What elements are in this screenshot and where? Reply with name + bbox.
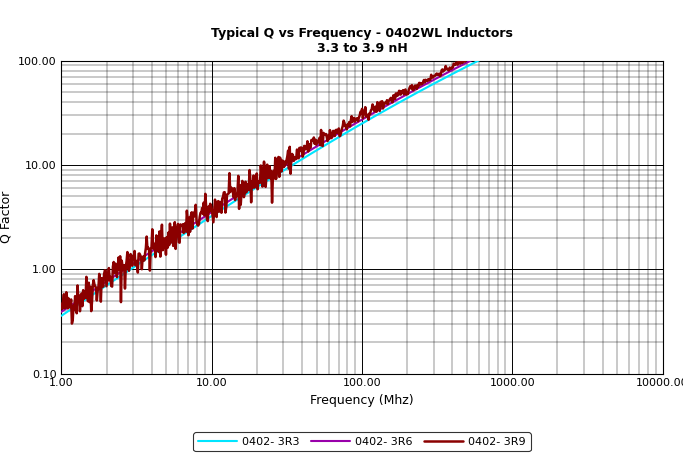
Title: Typical Q vs Frequency - 0402WL Inductors
3.3 to 3.9 nH: Typical Q vs Frequency - 0402WL Inductor… bbox=[211, 28, 513, 56]
X-axis label: Frequency (Mhz): Frequency (Mhz) bbox=[310, 394, 414, 407]
0402- 3R9 bbox=[276, 155, 284, 161]
Line: 0402- 3R3: 0402- 3R3 bbox=[61, 29, 543, 316]
0402- 3R3 bbox=[275, 170, 283, 176]
0402- 3R6 bbox=[142, 252, 150, 258]
0402- 3R3 bbox=[57, 313, 66, 318]
0402- 3R3 bbox=[181, 230, 189, 236]
0402- 3R3 bbox=[539, 27, 547, 32]
0402- 3R6 bbox=[273, 168, 281, 173]
0402- 3R6 bbox=[180, 227, 189, 233]
Line: 0402- 3R6: 0402- 3R6 bbox=[61, 28, 539, 312]
0402- 3R9 bbox=[421, 80, 429, 85]
0402- 3R6 bbox=[376, 106, 385, 112]
0402- 3R3 bbox=[143, 256, 151, 262]
0402- 3R9 bbox=[539, 19, 547, 24]
Line: 0402- 3R9: 0402- 3R9 bbox=[61, 21, 543, 324]
0402- 3R9 bbox=[182, 229, 190, 234]
0402- 3R9 bbox=[380, 102, 388, 108]
0402- 3R6 bbox=[57, 309, 66, 315]
0402- 3R9 bbox=[143, 246, 152, 252]
0402- 3R6 bbox=[535, 25, 543, 30]
0402- 3R6 bbox=[417, 84, 425, 90]
Legend: 0402- 3R3, 0402- 3R6, 0402- 3R9: 0402- 3R3, 0402- 3R6, 0402- 3R9 bbox=[193, 432, 531, 451]
0402- 3R6 bbox=[339, 128, 347, 134]
0402- 3R9 bbox=[342, 122, 350, 128]
0402- 3R9 bbox=[57, 301, 66, 307]
0402- 3R3 bbox=[420, 86, 428, 92]
0402- 3R9 bbox=[68, 321, 76, 326]
0402- 3R3 bbox=[341, 130, 349, 136]
0402- 3R3 bbox=[379, 109, 387, 114]
Y-axis label: Q Factor: Q Factor bbox=[0, 191, 12, 243]
